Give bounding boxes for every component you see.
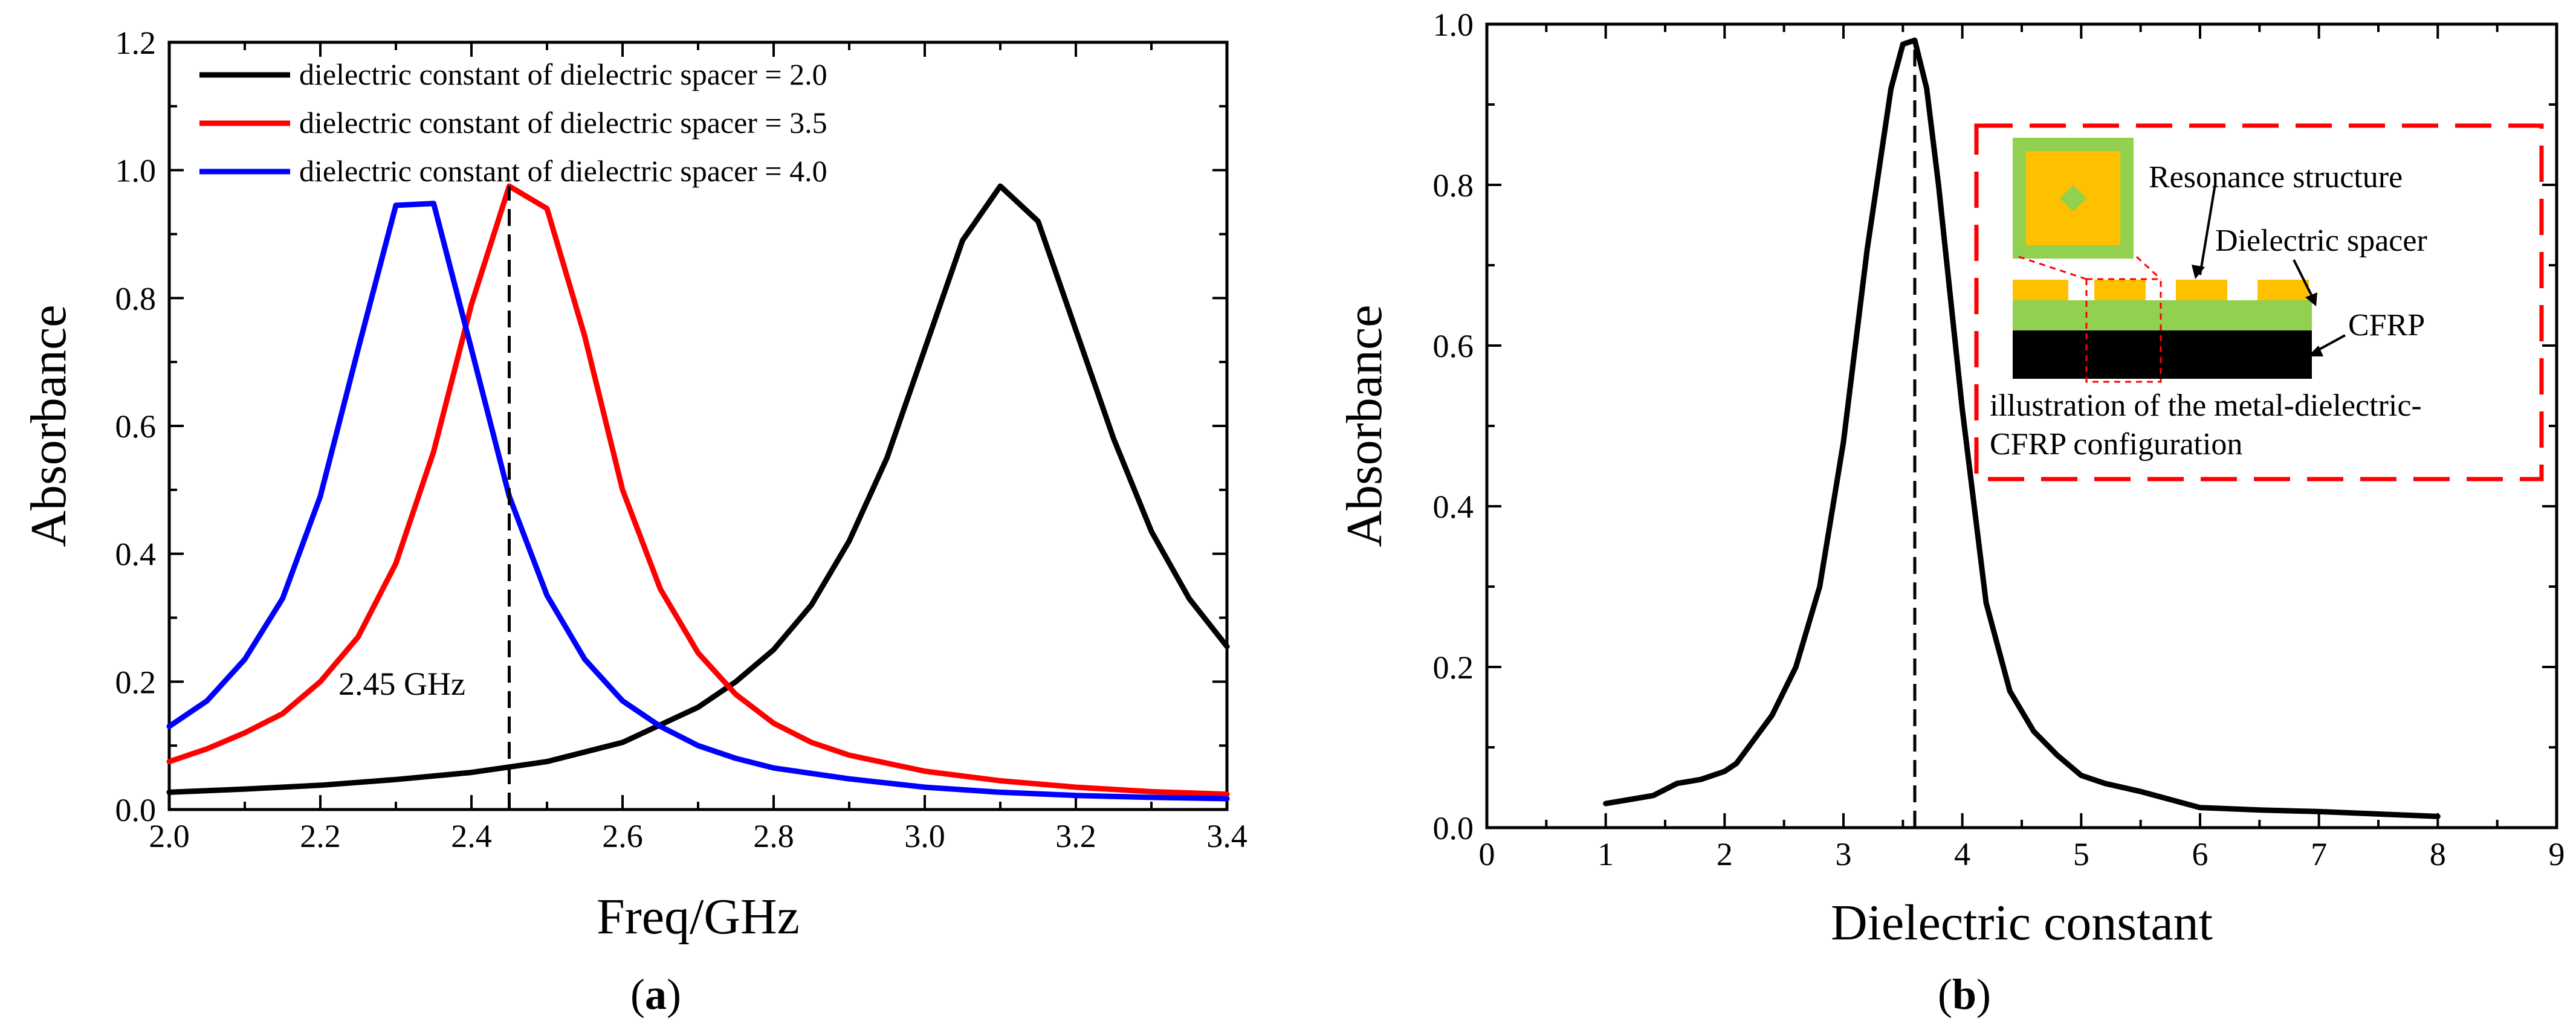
chart-b: 0 1 2 3 4 5 6 7 8 90.00.20.40.60.81.0 Re xyxy=(1336,7,2565,1019)
chart-a-y-axis-label: Absorbance xyxy=(21,304,77,547)
chart-b-ticks xyxy=(1486,23,2558,829)
x-tick-label: 3.0 xyxy=(904,818,945,854)
y-tick-label: 0.0 xyxy=(1433,810,1474,846)
chart-b-tick-labels: 0 1 2 3 4 5 6 7 8 9 0.0 0.2 0.4 0.6 0.8 1.0 xyxy=(1433,7,2565,872)
y-tick-label: 0.8 xyxy=(115,280,157,317)
y-tick-label: 0.2 xyxy=(115,664,157,700)
chart-a-panel-letter: a xyxy=(645,970,667,1019)
x-tick-label: 2.8 xyxy=(753,818,794,854)
y-tick-label: 0.6 xyxy=(1433,328,1474,364)
y-tick-label: 1.0 xyxy=(1433,7,1474,43)
resonance-unit-diamond xyxy=(2060,185,2086,211)
x-tick-label: 8 xyxy=(2430,836,2446,872)
cfrp-layer xyxy=(2013,330,2312,379)
series-line-a-0 xyxy=(166,183,1230,795)
inset-caption-line1: illustration of the metal-dielectric- xyxy=(1990,388,2422,423)
inset-label-resonance: Resonance structure xyxy=(2149,160,2403,195)
x-tick-label: 3.4 xyxy=(1206,818,1248,854)
zoom-guide-left xyxy=(2018,256,2087,280)
chart-a-x-axis-label: Freq/GHz xyxy=(597,889,800,945)
legend-label-4-0: dielectric constant of dielectric spacer… xyxy=(299,154,827,188)
x-tick-label: 2.6 xyxy=(602,818,643,854)
x-tick-label: 6 xyxy=(2192,836,2209,872)
metal-patch-1 xyxy=(2013,280,2068,300)
x-tick-label: 2.2 xyxy=(300,818,341,854)
inset-caption-line2: CFRP configuration xyxy=(1990,427,2242,462)
chart-a-panel-label: (a) xyxy=(630,970,681,1019)
y-tick-label: 0.0 xyxy=(115,792,157,828)
legend-label-3-5: dielectric constant of dielectric spacer… xyxy=(299,106,827,140)
series-line-a-2 xyxy=(166,201,1230,802)
x-tick-label: 1 xyxy=(1597,836,1614,872)
inset-border xyxy=(1974,123,2544,481)
y-tick-label: 0.4 xyxy=(1433,489,1474,525)
metal-patch-2 xyxy=(2094,280,2146,300)
metal-patch-4 xyxy=(2257,280,2309,300)
y-tick-label: 1.2 xyxy=(115,25,157,61)
chart-b-y-axis-label: Absorbance xyxy=(1336,304,1393,547)
x-tick-label: 3.2 xyxy=(1055,818,1096,854)
zoom-guide-right xyxy=(2135,256,2162,280)
arrow-resonance-head xyxy=(2192,265,2205,279)
zoom-window xyxy=(2085,278,2162,383)
x-tick-label: 7 xyxy=(2311,836,2327,872)
inset-label-spacer: Dielectric spacer xyxy=(2215,224,2427,258)
chart-b-x-axis-label: Dielectric constant xyxy=(1831,895,2213,951)
arrow-spacer-head xyxy=(2305,292,2317,306)
x-tick-label: 4 xyxy=(1954,836,1970,872)
x-tick-label: 3 xyxy=(1836,836,1852,872)
chart-b-panel-label: (b) xyxy=(1938,970,1991,1019)
y-tick-label: 0.6 xyxy=(115,408,157,445)
metal-patch-3 xyxy=(2176,280,2227,300)
y-tick-label: 0.4 xyxy=(115,536,157,573)
chart-a-legend: dielectric constant of dielectric spacer… xyxy=(199,57,827,188)
inset-label-cfrp: CFRP xyxy=(2348,308,2425,343)
x-tick-label: 2.4 xyxy=(451,818,492,854)
x-tick-label: 9 xyxy=(2549,836,2565,872)
dielectric-spacer-layer xyxy=(2013,300,2312,330)
y-tick-label: 0.2 xyxy=(1433,649,1474,686)
y-tick-label: 0.8 xyxy=(1433,167,1474,204)
chart-a-ticks xyxy=(168,41,1228,811)
chart-a-tick-labels: 2.0 2.2 2.4 2.6 2.8 3.0 3.2 3.4 0.0 0.2 0.4 0.6 0.8 1… xyxy=(115,25,1248,854)
arrow-resonance xyxy=(2199,184,2216,275)
legend-label-2-0: dielectric constant of dielectric spacer… xyxy=(299,57,827,91)
x-tick-label: 0 xyxy=(1479,836,1495,872)
chart-a-series xyxy=(166,183,1230,802)
chart-b-panel-letter: b xyxy=(1952,970,1976,1019)
chart-a: 2.0 2.2 2.4 2.6 2.8 3.0 3.2 3.4 0.0 0.2 0.4 0.6 0.8 1… xyxy=(21,25,1248,1019)
inset-illustration: Resonance structure Dielectric spacer CF… xyxy=(1974,123,2544,481)
series-line-a-1 xyxy=(166,183,1230,797)
x-tick-label: 5 xyxy=(2073,836,2089,872)
x-tick-label: 2.0 xyxy=(149,818,190,854)
chart-a-annotation: 2.45 GHz xyxy=(338,666,465,702)
x-tick-label: 2 xyxy=(1717,836,1733,872)
arrow-cfrp-head xyxy=(2308,346,2323,356)
y-tick-label: 1.0 xyxy=(115,153,157,189)
